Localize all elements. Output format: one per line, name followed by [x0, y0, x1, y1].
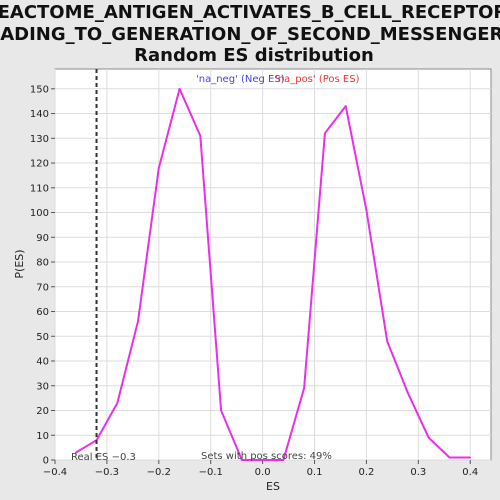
- series-point: [116, 402, 119, 404]
- x-tick-label: −0.2: [147, 467, 171, 478]
- x-tick-label: 0.2: [358, 467, 374, 478]
- y-tick-label: 70: [36, 282, 49, 293]
- x-tick-label: −0.3: [95, 467, 119, 478]
- y-tick-label: 40: [36, 357, 49, 368]
- y-tick-label: 120: [30, 159, 49, 170]
- real-es-label: Real ES −0.3: [71, 452, 136, 463]
- series-point: [324, 132, 326, 135]
- y-tick-label: 10: [36, 431, 49, 442]
- pos-scores-annotation: Sets with pos scores: 49%: [201, 451, 332, 462]
- y-tick-label: 50: [36, 332, 49, 343]
- series-point: [365, 209, 368, 211]
- x-tick-label: 0.1: [307, 467, 323, 478]
- series-point: [469, 456, 472, 459]
- x-tick-label: −0.1: [199, 467, 223, 478]
- series-point: [261, 459, 264, 461]
- y-tick-label: 100: [30, 208, 49, 219]
- series-point: [344, 105, 347, 107]
- grid: [54, 69, 491, 461]
- y-tick-label: 150: [30, 84, 49, 95]
- chart-title-line-1: REACTOME_ANTIGEN_ACTIVATES_B_CELL_RECEPT…: [0, 2, 500, 23]
- x-tick-label: 0.4: [462, 467, 478, 478]
- series-point: [427, 436, 430, 439]
- axes: 0 10 20 30 40 50 60 70 80 90 100 110 120 130 140 150 −0.…: [30, 84, 478, 478]
- y-axis-label: P(ES): [13, 249, 26, 278]
- series-point: [74, 451, 77, 454]
- legend-entry-neg: 'na_neg' (Neg ES): [196, 74, 285, 85]
- chart-title-line-2: LEADING_TO_GENERATION_OF_SECOND_MESSENGE…: [0, 24, 500, 45]
- y-tick-label: 20: [36, 406, 49, 417]
- series-point: [386, 340, 388, 343]
- series-point: [137, 320, 139, 323]
- plot-area: [54, 68, 492, 461]
- series-point: [282, 459, 285, 461]
- series-line: [75, 87, 471, 461]
- series-point: [158, 167, 160, 169]
- series-point: [178, 87, 181, 90]
- y-tick-label: 0: [43, 456, 49, 467]
- y-tick-label: 130: [30, 134, 49, 145]
- x-tick-label: −0.4: [43, 467, 67, 478]
- x-tick-label: 0.0: [255, 467, 271, 478]
- y-tick-label: 60: [36, 307, 49, 318]
- chart-title-line-3: Random ES distribution: [134, 45, 374, 66]
- series-point: [220, 409, 222, 412]
- series-point: [241, 459, 243, 461]
- series-layer: [74, 87, 472, 461]
- series-point: [303, 387, 305, 390]
- series-point: [448, 456, 451, 459]
- y-tick-label: 140: [30, 109, 49, 120]
- x-axis-label: ES: [266, 480, 280, 493]
- series-point: [407, 392, 409, 394]
- legend-entry-pos: 'na_pos' (Pos ES): [275, 74, 360, 85]
- y-tick-label: 30: [36, 381, 49, 392]
- x-tick-label: 0.3: [410, 467, 426, 478]
- y-tick-label: 80: [36, 258, 49, 269]
- reference-layer: Real ES −0.3: [71, 69, 136, 463]
- series-point: [199, 135, 202, 137]
- y-tick-label: 110: [30, 183, 49, 194]
- y-tick-label: 90: [36, 233, 49, 244]
